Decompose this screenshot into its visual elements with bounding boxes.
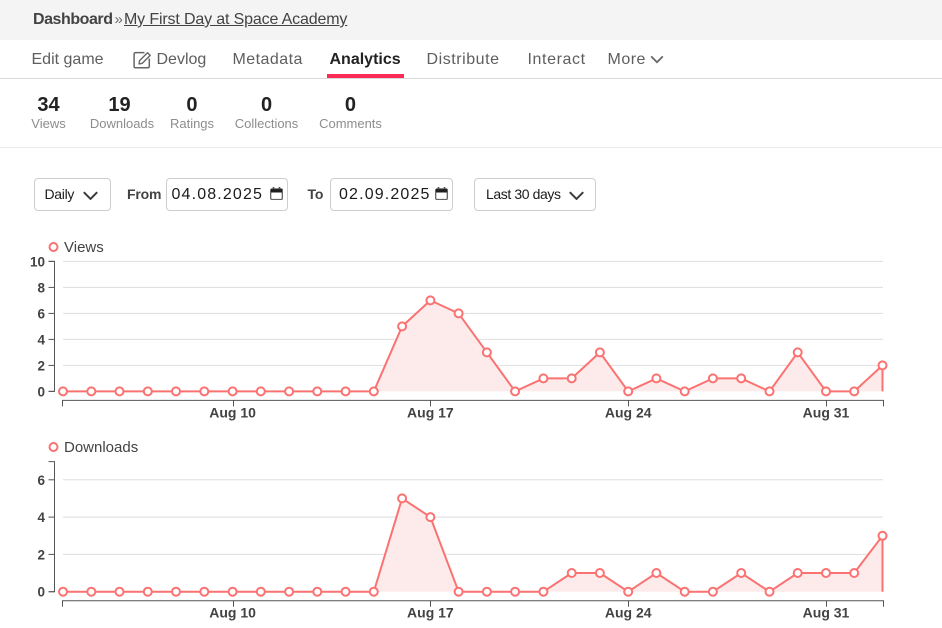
svg-text:10: 10 <box>30 254 45 269</box>
svg-text:Aug 10: Aug 10 <box>209 404 256 420</box>
svg-text:Aug 24: Aug 24 <box>605 605 652 621</box>
svg-text:2: 2 <box>37 547 45 562</box>
svg-text:0: 0 <box>37 585 45 600</box>
svg-text:Views: Views <box>64 239 104 256</box>
svg-text:0: 0 <box>37 384 45 399</box>
svg-text:4: 4 <box>37 332 45 347</box>
svg-text:Aug 31: Aug 31 <box>803 404 850 420</box>
svg-text:Aug 10: Aug 10 <box>209 605 256 621</box>
svg-text:Aug 31: Aug 31 <box>803 605 850 621</box>
svg-text:4: 4 <box>37 510 45 525</box>
svg-text:2: 2 <box>37 358 45 373</box>
svg-text:Downloads: Downloads <box>64 439 138 456</box>
svg-text:Aug 17: Aug 17 <box>407 404 454 420</box>
svg-text:Aug 24: Aug 24 <box>605 404 652 420</box>
svg-text:6: 6 <box>37 306 45 321</box>
svg-text:6: 6 <box>37 473 45 488</box>
svg-text:8: 8 <box>37 280 45 295</box>
svg-text:Aug 17: Aug 17 <box>407 605 454 621</box>
